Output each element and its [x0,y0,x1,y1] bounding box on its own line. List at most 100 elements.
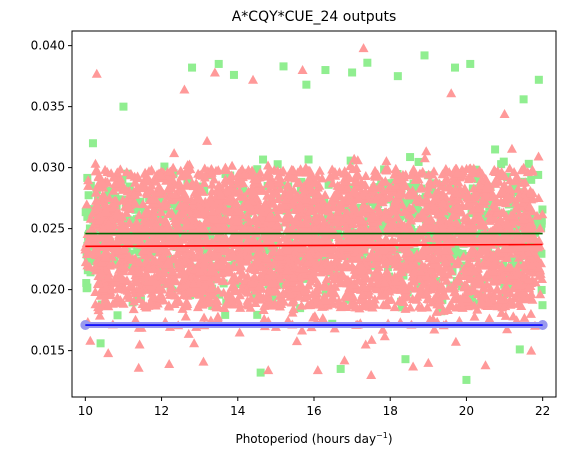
triangle-point [512,235,523,245]
triangle-point [352,245,363,255]
triangle-point [527,255,538,265]
square-point [406,153,415,162]
triangle-point [381,300,392,310]
triangle-point [150,256,161,266]
triangle-point [294,291,305,301]
triangle-point [366,277,377,287]
triangle-point [309,178,320,188]
triangle-point [368,180,379,190]
triangle-point [300,194,311,204]
square-point [537,249,546,258]
triangle-point [336,181,347,191]
triangle-point [380,234,391,244]
triangle-point [179,84,190,94]
triangle-point [146,274,157,284]
triangle-point [489,291,500,301]
triangle-point [174,297,185,307]
triangle-point [118,298,129,308]
triangle-point [233,206,244,216]
triangle-point [412,230,423,240]
triangle-point [209,224,220,234]
square-point [415,265,424,274]
triangle-point [350,302,361,312]
triangle-point [353,252,364,262]
square-point [114,195,123,204]
triangle-point [387,216,398,226]
triangle-point [297,325,308,335]
square-point [519,95,528,104]
triangle-point [234,243,245,253]
triangle-point [205,283,216,293]
triangle-point [103,348,114,358]
triangle-point [445,222,456,232]
triangle-point [119,235,130,245]
x-tick-label: 20 [459,404,474,418]
triangle-point [151,219,162,229]
triangle-point [203,293,214,303]
triangle-point [87,208,98,218]
triangle-point [200,216,211,226]
square-point [453,250,462,259]
triangle-point [112,244,123,254]
triangle-point [408,361,419,371]
triangle-point [292,178,303,188]
y-axis: 0.015 0.020 0.025 0.030 0.035 0.040 [31,39,72,358]
triangle-point [157,225,168,235]
triangle-point [231,198,242,208]
triangle-point [286,164,297,174]
triangle-point [265,300,276,310]
triangle-point [525,308,536,318]
triangle-point [319,217,330,227]
x-tick-label: 18 [383,404,398,418]
triangle-point [203,240,214,250]
triangle-point [87,248,98,258]
triangle-point [377,324,388,334]
triangle-point [403,247,414,257]
triangle-point [417,207,428,217]
triangle-point [425,314,436,324]
triangle-point [222,196,233,206]
square-point [250,249,259,258]
triangle-point [307,289,318,299]
triangle-point [168,276,179,286]
triangle-point [462,191,473,201]
triangle-point [494,170,505,180]
triangle-point [119,183,130,193]
square-point [302,80,311,89]
triangle-point [318,281,329,291]
triangle-point [284,211,295,221]
triangle-point [431,306,442,316]
triangle-point [119,244,130,254]
triangle-point [361,272,372,282]
triangle-point [282,263,293,273]
triangle-point [394,189,405,199]
square-point [253,165,262,174]
triangle-point [371,231,382,241]
triangle-point [440,290,451,300]
triangle-point [359,301,370,311]
triangle-point [235,302,246,312]
triangle-point [488,266,499,276]
triangle-point [499,243,510,253]
triangle-point [261,170,272,180]
triangle-point [253,255,264,265]
triangle-point [518,214,529,224]
triangle-point [447,281,458,291]
triangle-point [100,252,111,262]
triangle-point [420,222,431,232]
triangle-point [94,310,105,320]
triangle-point [379,277,390,287]
triangle-point [154,187,165,197]
y-tick-label: 0.035 [31,100,65,114]
triangle-point [178,290,189,300]
triangle-point [94,215,105,225]
triangle-point [334,200,345,210]
triangle-point [281,245,292,255]
triangle-point [434,253,445,263]
triangle-point [173,256,184,266]
triangle-point [266,218,277,228]
triangle-point [188,273,199,283]
triangle-point [405,190,416,200]
triangle-point [255,167,266,177]
triangle-point [307,187,318,197]
